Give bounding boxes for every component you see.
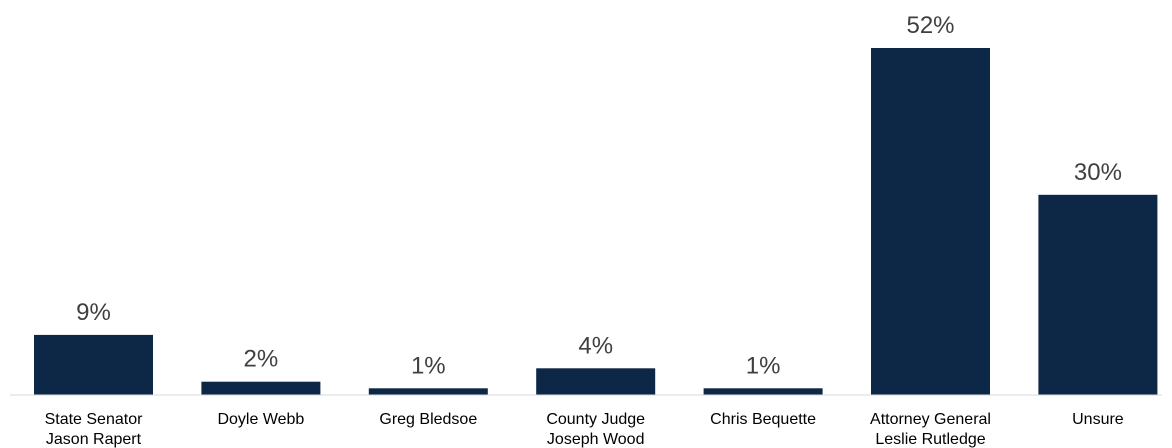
category-label-3-line-1: Joseph Wood — [547, 431, 645, 448]
category-label-4-line-0: Chris Bequette — [710, 411, 816, 428]
category-label-6-line-0: Unsure — [1072, 411, 1124, 428]
category-label-5-line-0: Attorney General — [870, 411, 991, 428]
category-label-1-line-0: Doyle Webb — [217, 411, 304, 428]
value-label-2: 1% — [411, 352, 446, 379]
value-label-4: 1% — [746, 352, 781, 379]
bar-1 — [201, 381, 321, 395]
value-label-5: 52% — [906, 12, 954, 39]
category-label-0-line-1: Jason Rapert — [46, 431, 142, 448]
category-label-5-line-1: Leslie Rutledge — [875, 431, 985, 448]
category-labels-layer: State Senator Jason Rapert Doyle Webb Greg … — [45, 411, 1124, 448]
value-label-6: 30% — [1074, 159, 1122, 186]
value-labels-layer: 9% 2% 1% 4% 1% 52% 30% — [76, 12, 1122, 379]
value-label-3: 4% — [578, 332, 613, 359]
bar-4 — [703, 388, 823, 395]
value-label-1: 2% — [244, 346, 279, 373]
value-label-0: 9% — [76, 299, 111, 326]
bar-3 — [536, 368, 656, 395]
category-label-3-line-0: County Judge — [546, 411, 645, 428]
category-label-0-line-0: State Senator — [45, 411, 144, 428]
bars-layer — [34, 48, 1158, 395]
category-label-2-line-0: Greg Bledsoe — [379, 411, 477, 428]
bar-6 — [1038, 194, 1158, 395]
bar-2 — [368, 388, 488, 395]
bar-0 — [34, 334, 153, 395]
bar-5 — [871, 48, 990, 395]
